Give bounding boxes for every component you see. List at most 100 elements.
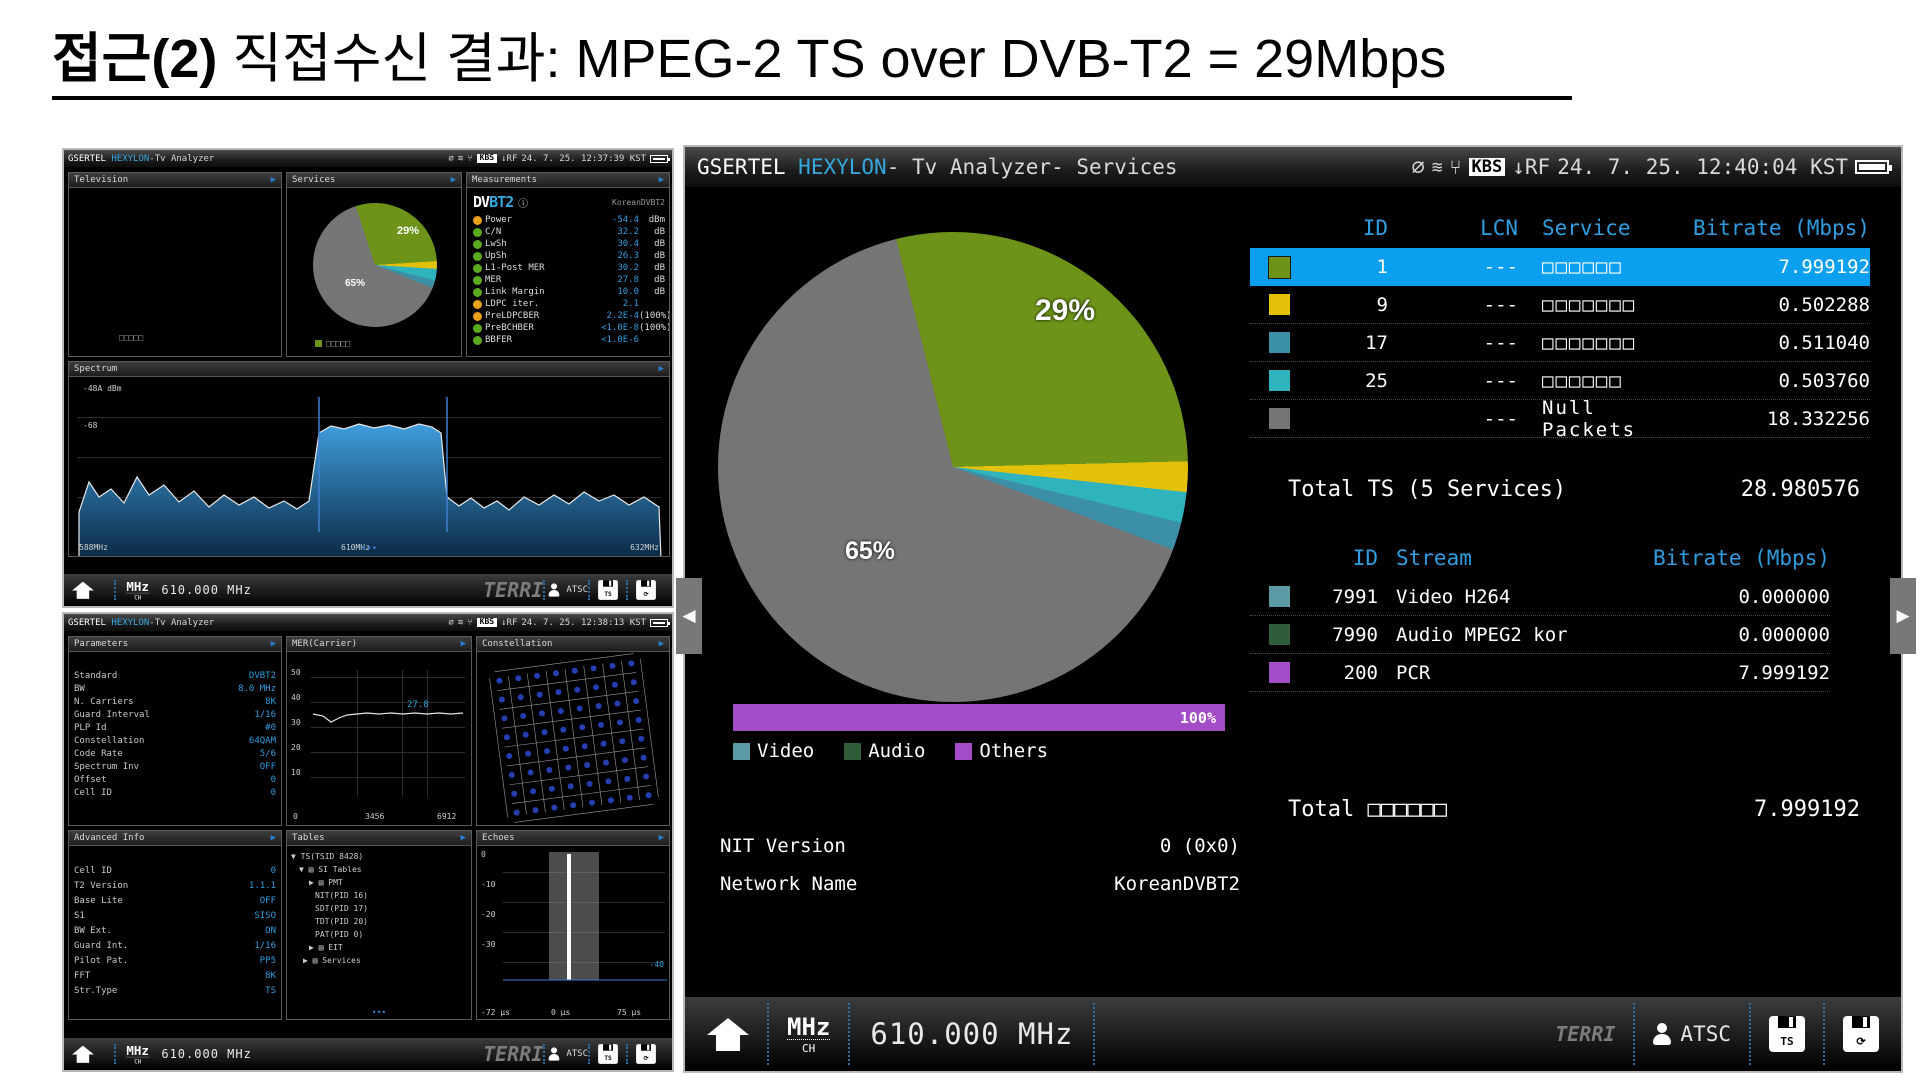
tables-tree[interactable]: ▼ TS(TSID 8428) ▼ ▤ SI Tables ▶ ▤ PMT NIT(P… — [291, 850, 469, 967]
nit-key: NIT Version — [720, 835, 846, 857]
frequency-value[interactable]: 610.000 MHz — [161, 583, 252, 597]
param-value: 8.0 MHz — [238, 684, 276, 694]
chevron-right-icon[interactable]: ▶ — [658, 639, 664, 649]
pane-spectrum[interactable]: Spectrum ▶ -48A dBm -68 588MHz 610MHz 632… — [68, 361, 670, 557]
tree-item[interactable]: ▼ TS(TSID 8428) — [291, 852, 364, 861]
pie-label-video: 29% — [1035, 294, 1096, 327]
cell-service: □□□□□□□ — [1542, 293, 1637, 316]
info-icon[interactable]: ⓘ — [518, 198, 529, 210]
save-config-button[interactable]: ⟳ — [636, 580, 656, 600]
tree-item[interactable]: PAT(PID 0) — [315, 930, 364, 939]
pane-tables[interactable]: Tables ▶ ▼ TS(TSID 8428) ▼ ▤ SI Tables ▶ ▤ … — [286, 830, 472, 1020]
param-key: BW Ext. — [74, 926, 112, 936]
chevron-right-icon[interactable]: ▶ — [270, 175, 276, 185]
pane-services[interactable]: Services ▶ 29% 65% □□□□□ — [286, 172, 462, 357]
tree-item[interactable]: ▼ ▤ SI Tables — [299, 865, 362, 874]
pane-constellation[interactable]: Constellation ▶ — [476, 636, 670, 826]
rf-label: ↓RF — [1512, 155, 1551, 179]
save-ts-button[interactable]: TS — [598, 580, 618, 600]
nit-value: 0 (0x0) — [1159, 835, 1240, 857]
next-screen-arrow[interactable]: ▶ — [1890, 578, 1916, 654]
cell-stream: Video H264 — [1396, 585, 1511, 608]
tree-item[interactable]: ▶ ▤ PMT — [309, 878, 343, 887]
page-dots[interactable]: ••• — [360, 544, 378, 554]
chevron-right-icon[interactable]: ▶ — [658, 364, 664, 374]
table-row[interactable]: 1 --- □□□□□□ 7.999192 — [1250, 248, 1870, 286]
page-dots[interactable]: ••• — [371, 1008, 387, 1017]
home-icon[interactable] — [72, 581, 94, 600]
parameter-row: Guard Interval 1/16 — [74, 709, 276, 722]
home-icon[interactable] — [707, 1016, 749, 1052]
chevron-right-icon[interactable]: ▶ — [460, 833, 466, 843]
measurement-row: PreLDPCBER 2.2E-4 (100%) — [473, 310, 669, 322]
chevron-right-icon[interactable]: ▶ — [270, 639, 276, 649]
tree-item[interactable]: NIT(PID 16) — [315, 891, 368, 900]
prev-screen-arrow[interactable]: ◀ — [676, 578, 702, 654]
streams-table-header: ID Stream Bitrate (Mbps) — [1250, 542, 1830, 578]
save-ts-button[interactable]: TS — [598, 1044, 618, 1064]
save-config-button[interactable]: ⟳ — [1843, 1016, 1879, 1052]
tree-item[interactable]: ▶ ▤ Services — [303, 956, 361, 965]
chevron-right-icon[interactable]: ▶ — [450, 175, 456, 185]
pane-constellation-title: Constellation — [482, 639, 553, 649]
table-row[interactable]: 7990 Audio MPEG2 kor 0.000000 — [1250, 616, 1830, 654]
network-name-label: KoreanDVBT2 — [612, 197, 665, 207]
param-key: Base Lite — [74, 896, 123, 906]
user-profile-button[interactable]: ATSC — [545, 1043, 588, 1065]
param-value: OFF — [259, 762, 276, 772]
pane-echoes[interactable]: Echoes ▶ 0 -10 -20 -30 -40 -72 µs 0 µs 75 µs — [476, 830, 670, 1020]
param-value: PP5 — [259, 956, 276, 966]
frequency-value[interactable]: 610.000 MHz — [161, 1047, 252, 1061]
save-ts-button[interactable]: TS — [1769, 1016, 1805, 1052]
pane-measurements[interactable]: Measurements ▶ DVBT2 ⓘ KoreanDVBT2 Power -… — [466, 172, 670, 357]
stream-color-swatch — [1250, 662, 1308, 683]
mer-y-tick: 40 — [291, 693, 301, 702]
measurement-value: 30.2 — [617, 263, 639, 273]
measurement-name: UpSh — [485, 251, 507, 261]
cell-bitrate: 18.332256 — [1767, 407, 1870, 430]
datetime-label: 24. 7. 25. 12:40:04 KST — [1557, 155, 1848, 179]
streams-table[interactable]: ID Stream Bitrate (Mbps) 7991 Video H264 0… — [1250, 542, 1830, 692]
col-bitrate: Bitrate (Mbps) — [1652, 546, 1830, 570]
chevron-right-icon[interactable]: ▶ — [658, 833, 664, 843]
pane-mer-carrier[interactable]: MER(Carrier) ▶ 50 40 30 20 10 27.8 0 3456 6912 — [286, 636, 472, 826]
home-icon[interactable] — [72, 1045, 94, 1064]
user-profile-button[interactable]: ATSC — [1653, 1022, 1731, 1046]
check-icon — [473, 275, 482, 285]
pane-advanced-info[interactable]: Advanced Info ▶ Cell ID 0 T2 Version 1.1.1 Ba… — [68, 830, 282, 1020]
mhz-ch-knob[interactable]: MHz CH — [126, 578, 149, 601]
pane-parameters[interactable]: Parameters ▶ Standard DVBT2 BW 8.0 MHz N. Car… — [68, 636, 282, 826]
tree-item[interactable]: TDT(PID 20) — [315, 917, 368, 926]
chevron-right-icon[interactable]: ▶ — [270, 833, 276, 843]
cell-lcn: --- — [1483, 256, 1518, 278]
table-row[interactable]: 17 --- □□□□□□□ 0.511040 — [1250, 324, 1870, 362]
constellation-plot — [477, 652, 669, 825]
chevron-right-icon[interactable]: ▶ — [460, 639, 466, 649]
param-key: Code Rate — [74, 749, 123, 759]
spectrum-x-left: 588MHz — [79, 543, 108, 552]
kbs-badge: KBS — [476, 153, 498, 163]
services-table[interactable]: ID LCN Service Bitrate (Mbps) 1 --- □□□□□□… — [1250, 212, 1870, 441]
table-row[interactable]: --- Null Packets 18.332256 — [1250, 397, 1870, 441]
user-profile-button[interactable]: ATSC — [545, 579, 588, 601]
rf-label: ↓RF — [501, 153, 518, 164]
frequency-value[interactable]: 610.000 MHz — [870, 1017, 1074, 1051]
services-pie-chart[interactable] — [718, 232, 1188, 702]
tree-item[interactable]: ▶ ▤ EIT — [309, 943, 343, 952]
mhz-ch-knob[interactable]: MHz CH — [787, 1015, 831, 1054]
battery-icon — [650, 618, 670, 627]
pane-television[interactable]: Television ▶ □□□□□ — [68, 172, 282, 357]
total-service-row: Total □□□□□□ 7.999192 — [1250, 797, 1870, 822]
table-row[interactable]: 200 PCR 7.999192 — [1250, 654, 1830, 692]
tree-item[interactable]: SDT(PID 17) — [315, 904, 368, 913]
table-row[interactable]: 9 --- □□□□□□□ 0.502288 — [1250, 286, 1870, 324]
save-config-button[interactable]: ⟳ — [636, 1044, 656, 1064]
mhz-ch-knob[interactable]: MHz CH — [126, 1042, 149, 1065]
param-key: Guard Interval — [74, 710, 150, 720]
table-row[interactable]: 25 --- □□□□□□ 0.503760 — [1250, 362, 1870, 400]
chevron-right-icon[interactable]: ▶ — [658, 175, 664, 185]
table-row[interactable]: 7991 Video H264 0.000000 — [1250, 578, 1830, 616]
param-key: Cell ID — [74, 788, 112, 798]
hexylon-label: HEXYLON — [798, 155, 887, 179]
main-titlebar: GSERTEL HEXYLON - Tv Analyzer - Services ⌀… — [685, 147, 1901, 187]
